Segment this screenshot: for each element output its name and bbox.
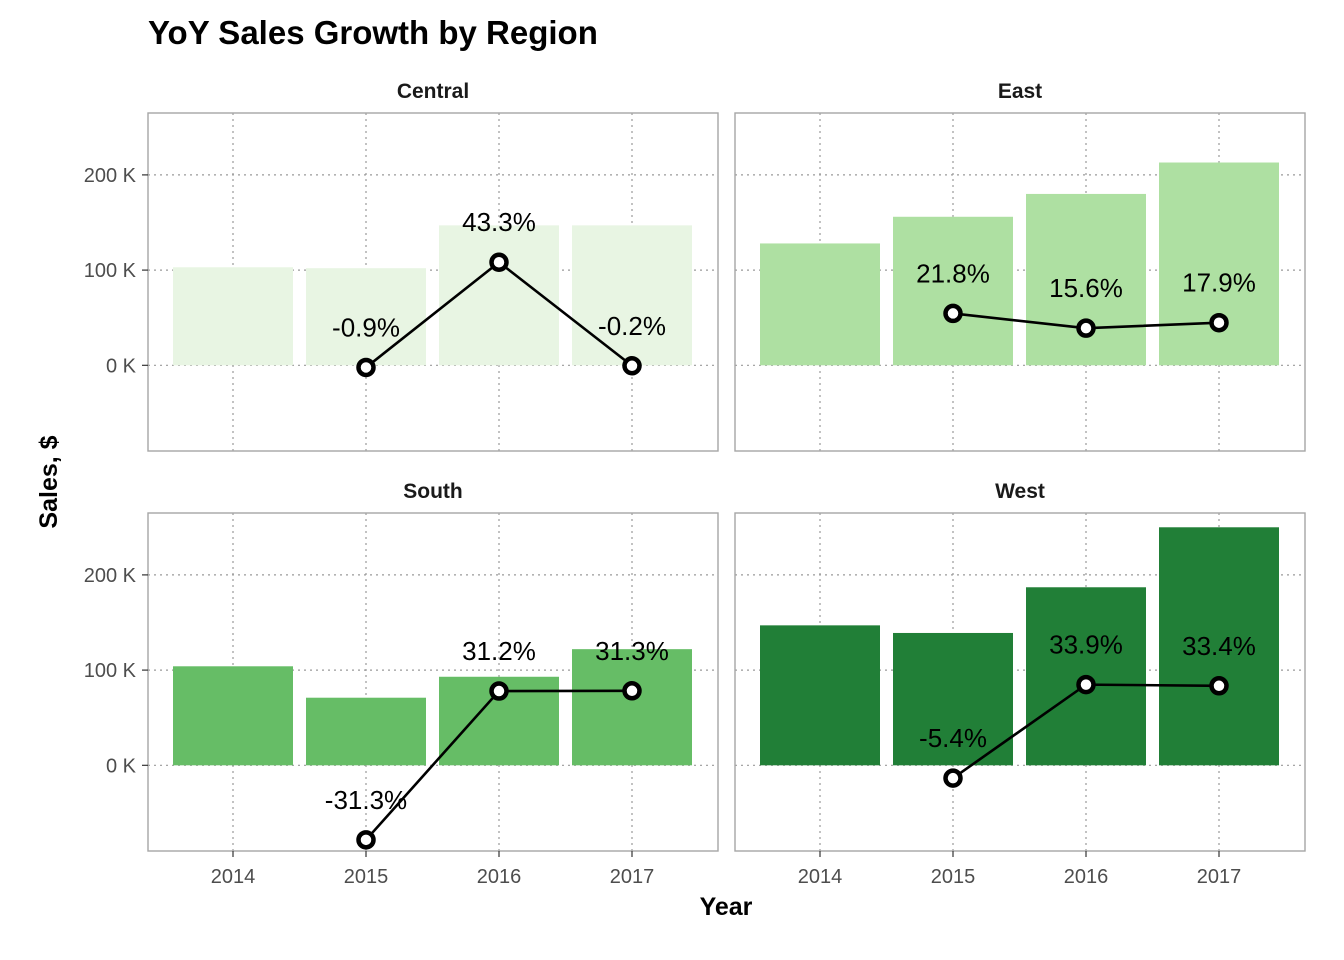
x-tick-label: 2016 <box>477 866 522 888</box>
growth-point <box>1076 674 1096 695</box>
panel-south: South -31.3% 31.2% 31.3% 0 K 100 K 200 K 2014 20… <box>84 480 719 888</box>
x-tick-label: 2017 <box>1197 866 1242 888</box>
panel-border <box>147 512 719 852</box>
panel-border <box>734 112 1306 452</box>
growth-point <box>1076 318 1096 338</box>
bar-2015 <box>893 632 1013 766</box>
y-tick-label: 0 K <box>106 355 137 377</box>
growth-point <box>489 252 509 272</box>
x-tick-label: 2015 <box>931 866 976 888</box>
bar-2015 <box>893 216 1013 366</box>
growth-point <box>356 830 376 850</box>
growth-label: 21.8% <box>916 258 990 288</box>
growth-label: 31.2% <box>462 636 536 666</box>
panel-central: Central -0.9% 43.3% -0.2% 0 K 100 K 200 K <box>84 80 719 452</box>
growth-label: 17.9% <box>1182 268 1256 298</box>
panel-title: West <box>995 480 1045 503</box>
growth-point <box>943 303 963 324</box>
growth-point <box>622 356 642 376</box>
growth-label: 33.9% <box>1049 630 1123 660</box>
panel-border <box>734 512 1306 852</box>
growth-label: -0.2% <box>598 311 666 341</box>
y-tick-label: 200 K <box>84 565 137 587</box>
panel-title: Central <box>397 80 469 103</box>
growth-label: 33.4% <box>1182 631 1256 661</box>
x-tick-label: 2016 <box>1064 866 1109 888</box>
x-axis-label: Year <box>700 893 753 921</box>
growth-label: -0.9% <box>332 312 400 342</box>
x-tick-label: 2014 <box>798 866 843 888</box>
bar-2015 <box>306 268 426 366</box>
facet-panels: Central -0.9% 43.3% -0.2% 0 K 100 K 200 K East 2… <box>84 80 1306 888</box>
y-tick-label: 100 K <box>84 260 137 282</box>
bar-2017 <box>1159 527 1279 766</box>
growth-label: -31.3% <box>325 785 407 815</box>
growth-label: 15.6% <box>1049 273 1123 303</box>
bar-2014 <box>173 666 293 766</box>
bar-2014 <box>173 267 293 366</box>
growth-label: 31.3% <box>595 636 669 666</box>
bar-2017 <box>572 225 692 366</box>
x-tick-label: 2015 <box>344 866 389 888</box>
panel-title: East <box>998 80 1042 103</box>
y-tick-label: 200 K <box>84 165 137 187</box>
y-tick-label: 100 K <box>84 660 137 682</box>
growth-label: -5.4% <box>919 723 987 753</box>
x-tick-label: 2014 <box>211 866 256 888</box>
y-tick-label: 0 K <box>106 755 137 777</box>
growth-point <box>1209 676 1229 696</box>
growth-point <box>356 357 376 378</box>
y-axis-label: Sales, $ <box>35 435 63 528</box>
bar-2015 <box>306 697 426 766</box>
bar-2017 <box>572 649 692 766</box>
panel-title: South <box>403 480 462 503</box>
growth-point <box>489 681 509 701</box>
growth-point <box>1209 312 1229 333</box>
bar-2014 <box>760 625 880 766</box>
growth-point <box>943 768 963 788</box>
panel-east: East 21.8% 15.6% 17.9% <box>734 80 1306 452</box>
x-tick-label: 2017 <box>610 866 655 888</box>
bar-2017 <box>1159 162 1279 366</box>
growth-label: 43.3% <box>462 207 536 237</box>
chart-title: YoY Sales Growth by Region <box>148 14 598 51</box>
panel-west: West -5.4% 33.9% 33.4% 2014 2015 2016 2017 <box>734 480 1306 888</box>
panel-border <box>147 112 719 452</box>
bar-2014 <box>760 243 880 366</box>
growth-point <box>622 681 642 701</box>
